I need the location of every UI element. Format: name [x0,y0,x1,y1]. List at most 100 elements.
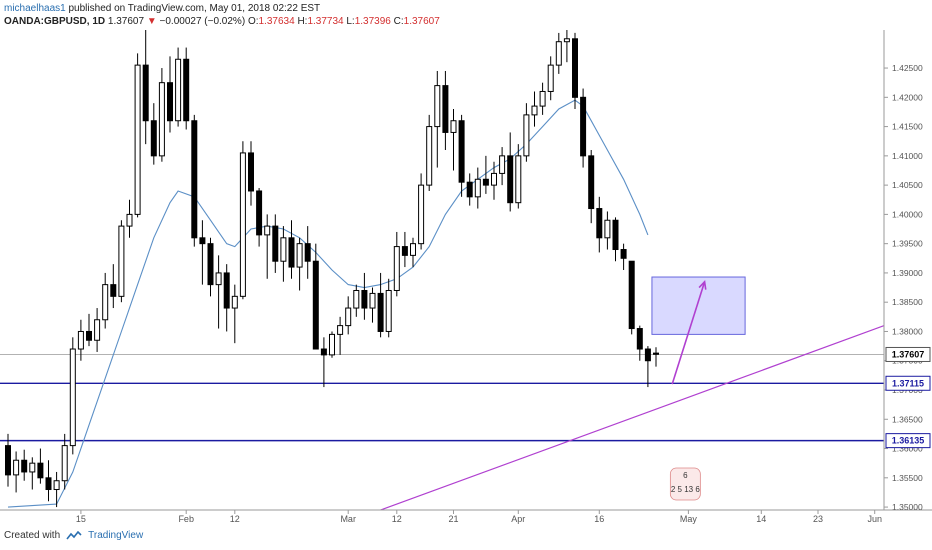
tradingview-brand[interactable]: TradingView [88,530,144,541]
candle [442,70,449,150]
candle-body [572,38,578,98]
candle-body [620,249,627,259]
candle [86,313,92,347]
y-tick-label: 1.36500 [892,414,923,424]
candle [628,260,635,335]
plot-area[interactable] [0,30,884,510]
x-tick-label: 21 [448,514,458,524]
candle [507,132,514,212]
candle [385,278,392,338]
candle [126,199,133,238]
candle-body [312,260,319,350]
x-tick-label: 15 [76,514,86,524]
trendline[interactable] [380,290,932,510]
candle [644,346,651,388]
candle-body [37,462,44,479]
candle-body [507,155,514,204]
candle [596,196,603,253]
candle [167,56,173,133]
candle [418,173,425,250]
candle [345,296,352,335]
y-tick-label: 1.42500 [892,63,923,73]
candle [466,173,473,206]
candle-body [199,237,206,245]
candle-body [280,237,287,262]
candle [183,47,190,130]
candle-body [491,172,497,186]
candle [491,161,497,200]
candle-body [466,181,473,198]
candle-body [653,352,659,355]
projection-arrow[interactable] [671,281,706,385]
open-label: O: [247,16,259,27]
candle-body [223,272,230,309]
candle [320,337,327,388]
candle [531,91,538,127]
candle-body [191,120,198,239]
candle-body [272,225,279,262]
candle-body [369,292,376,309]
candle-body [239,152,246,297]
candle [45,460,52,502]
candle [288,220,295,279]
x-tick-label: Apr [511,514,525,524]
high-label: H: [297,16,308,27]
candle [272,214,279,273]
target-zone-rect[interactable] [651,276,746,335]
x-tick-label: Feb [178,514,194,524]
economic-events-badge[interactable]: 6 2 5 13 6 [669,467,701,501]
candle [337,316,344,355]
candle [426,114,433,191]
moving-average-line [7,99,649,508]
candle-body [555,41,562,66]
symbol-label[interactable]: OANDA:GBPUSD, 1D [4,16,106,27]
candle-body [126,213,133,227]
candle-body [345,307,352,327]
candle-body [320,348,327,356]
candle-body [612,219,619,251]
candle [653,347,659,367]
candle [256,188,263,247]
candle [434,70,441,168]
time-axis[interactable]: 15 Feb 12 Mar 12 21 Apr 16 May 14 23 Jun [76,510,882,524]
candle [474,167,481,209]
created-with-label: Created with [4,530,61,541]
candle [102,272,109,329]
events-badge-bg [669,467,701,501]
publisher-link[interactable]: michaelhaas1 [4,3,66,14]
candle-body [207,243,214,286]
candle-body [256,190,263,236]
candle-body [434,85,441,128]
candle [158,68,165,162]
candle-body [94,319,101,341]
candle-body [628,260,635,330]
candle-body [385,289,392,332]
y-tick-label: 1.42000 [892,92,923,102]
low-label: L: [346,16,355,27]
candle [142,30,149,145]
price-tag-box [885,346,931,362]
y-tick-label: 1.35500 [892,473,923,483]
candle-body [353,289,360,309]
candle-body [450,120,457,133]
candle-body [337,325,344,335]
candle-body [248,152,254,192]
candle-body [288,237,295,268]
open-value: 1.37634 [258,16,295,27]
candle-body [69,348,76,447]
close-value: 1.37607 [403,16,440,27]
candle-body [442,85,449,133]
candle [353,284,360,317]
candle [304,226,311,279]
x-tick-label: Jun [867,514,882,524]
candle-body [515,155,522,204]
candle-body [5,445,11,476]
y-tick-label: 1.36000 [892,444,923,454]
candle [13,451,20,493]
candle-body [77,330,84,350]
candle-body [29,462,36,473]
candle [588,150,595,224]
candle [223,264,230,332]
last-price: 1.37607 [107,16,145,27]
